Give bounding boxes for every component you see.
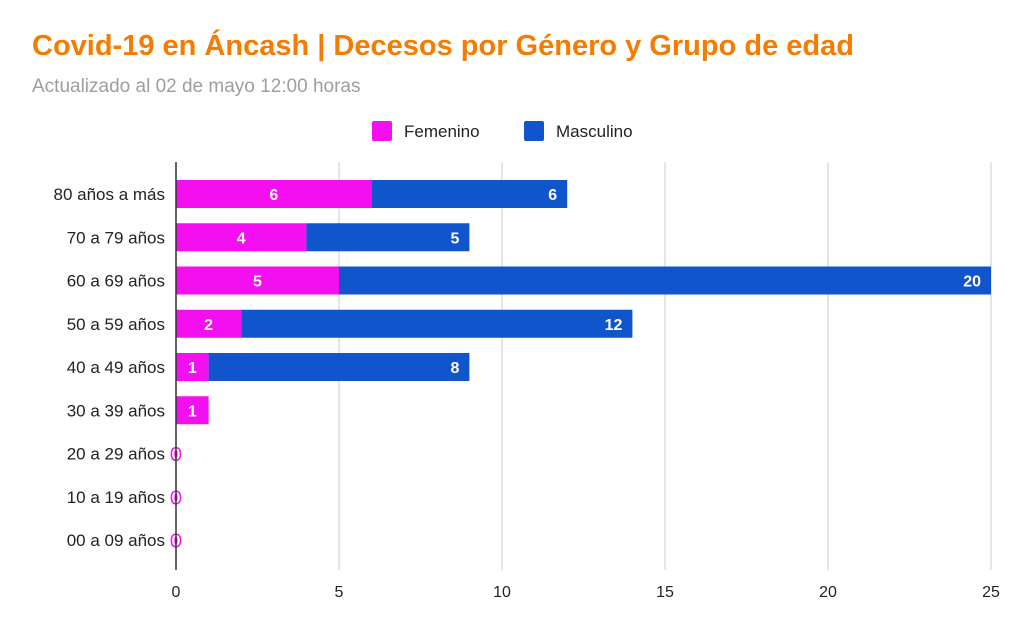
y-category-label: 50 a 59 años (67, 315, 165, 334)
bar-femenino (176, 309, 242, 338)
x-tick-label: 20 (819, 584, 837, 601)
legend-swatch-femenino (372, 121, 392, 141)
y-category-label: 20 a 29 años (67, 445, 165, 464)
x-tick-label: 25 (982, 584, 1000, 601)
bar-femenino (176, 396, 209, 425)
legend-label-masculino: Masculino (556, 122, 633, 141)
bar-masculino (208, 353, 470, 381)
bar-femenino (176, 223, 307, 252)
data-label: 12 (605, 317, 623, 334)
bar-femenino (176, 180, 372, 208)
y-category-label: 30 a 39 años (67, 401, 165, 420)
data-label: 2 (204, 317, 213, 334)
data-label: 20 (963, 274, 981, 291)
bar-masculino (339, 266, 991, 295)
y-category-label: 10 a 19 años (67, 488, 165, 507)
legend-label-femenino: Femenino (404, 122, 480, 141)
x-tick-label: 0 (172, 584, 181, 601)
data-label: 1 (188, 360, 197, 377)
data-label: 1 (188, 403, 197, 420)
chart-title: Covid-19 en Áncash | Decesos por Género … (32, 30, 854, 62)
data-label: 4 (237, 230, 246, 247)
data-label: 8 (450, 360, 459, 377)
data-label: 5 (450, 230, 459, 247)
data-label: 5 (253, 274, 262, 291)
data-label: 6 (548, 187, 557, 204)
data-label: 6 (269, 187, 278, 204)
bar-femenino (176, 353, 209, 381)
legend-swatch-masculino (524, 121, 544, 141)
x-tick-label: 5 (335, 584, 344, 601)
bar-masculino (306, 223, 470, 252)
y-category-label: 00 a 09 años (67, 531, 165, 550)
x-tick-label: 10 (493, 584, 511, 601)
y-category-label: 40 a 49 años (67, 358, 165, 377)
y-category-label: 60 a 69 años (67, 272, 165, 291)
bar-masculino (241, 309, 633, 338)
bar-masculino (371, 180, 568, 208)
chart-subtitle: Actualizado al 02 de mayo 12:00 horas (32, 76, 361, 97)
y-category-label: 80 años a más (53, 185, 165, 204)
x-tick-label: 15 (656, 584, 674, 601)
bar-femenino (176, 266, 339, 295)
y-category-label: 70 a 79 años (67, 228, 165, 247)
